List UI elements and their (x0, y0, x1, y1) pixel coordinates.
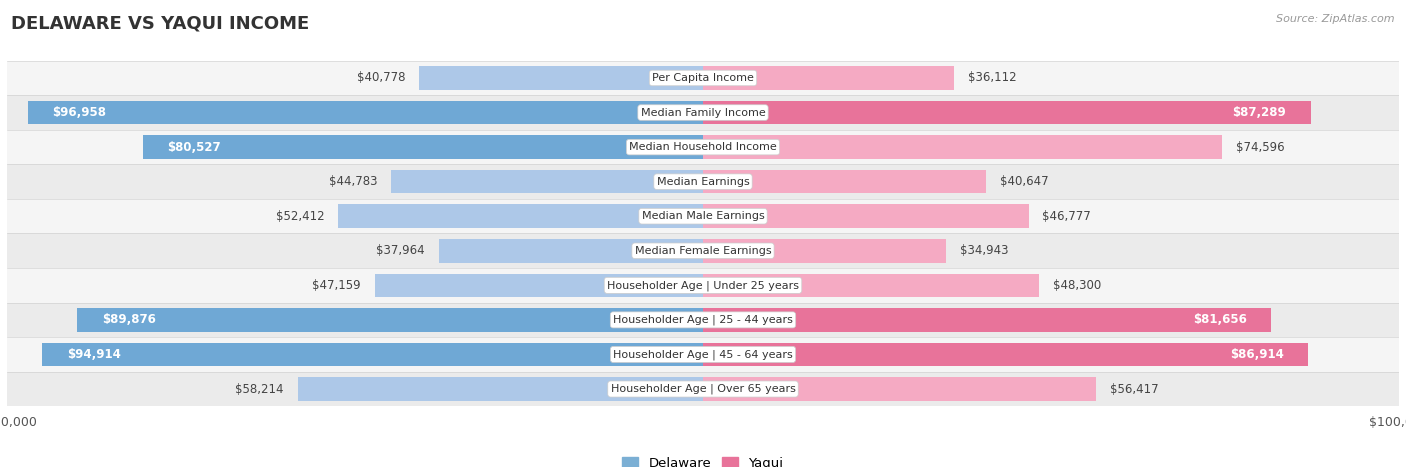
FancyBboxPatch shape (7, 164, 1399, 199)
FancyBboxPatch shape (7, 199, 1399, 234)
Text: Median Earnings: Median Earnings (657, 177, 749, 187)
Bar (298, 377, 703, 401)
Bar (703, 205, 1029, 228)
Text: $44,783: $44,783 (329, 175, 377, 188)
Text: $40,647: $40,647 (1000, 175, 1049, 188)
Text: $81,656: $81,656 (1194, 313, 1247, 326)
Text: $89,876: $89,876 (101, 313, 156, 326)
Legend: Delaware, Yaqui: Delaware, Yaqui (617, 452, 789, 467)
Text: Median Female Earnings: Median Female Earnings (634, 246, 772, 256)
Text: Householder Age | Under 25 years: Householder Age | Under 25 years (607, 280, 799, 290)
Bar (703, 343, 1308, 366)
Text: $52,412: $52,412 (276, 210, 325, 223)
Text: Householder Age | 45 - 64 years: Householder Age | 45 - 64 years (613, 349, 793, 360)
Text: $94,914: $94,914 (67, 348, 121, 361)
FancyBboxPatch shape (7, 337, 1399, 372)
Text: $96,958: $96,958 (52, 106, 107, 119)
FancyBboxPatch shape (7, 61, 1399, 95)
Text: DELAWARE VS YAQUI INCOME: DELAWARE VS YAQUI INCOME (11, 14, 309, 32)
Bar (703, 101, 1310, 124)
Text: $58,214: $58,214 (235, 382, 284, 396)
Text: $48,300: $48,300 (1053, 279, 1101, 292)
FancyBboxPatch shape (7, 303, 1399, 337)
FancyBboxPatch shape (7, 234, 1399, 268)
FancyBboxPatch shape (7, 268, 1399, 303)
Text: $47,159: $47,159 (312, 279, 361, 292)
Text: $87,289: $87,289 (1233, 106, 1286, 119)
Text: Median Family Income: Median Family Income (641, 107, 765, 118)
Bar (703, 377, 1095, 401)
Text: Householder Age | 25 - 44 years: Householder Age | 25 - 44 years (613, 315, 793, 325)
Text: $46,777: $46,777 (1042, 210, 1091, 223)
Bar (703, 239, 946, 262)
FancyBboxPatch shape (7, 95, 1399, 130)
Bar (391, 170, 703, 193)
Text: $36,112: $36,112 (969, 71, 1017, 85)
Text: Source: ZipAtlas.com: Source: ZipAtlas.com (1277, 14, 1395, 24)
Text: $37,964: $37,964 (377, 244, 425, 257)
Bar (439, 239, 703, 262)
FancyBboxPatch shape (7, 372, 1399, 406)
Bar (703, 66, 955, 90)
Text: Median Male Earnings: Median Male Earnings (641, 211, 765, 221)
Bar (142, 135, 703, 159)
Bar (703, 274, 1039, 297)
Text: $86,914: $86,914 (1230, 348, 1284, 361)
Text: $74,596: $74,596 (1236, 141, 1285, 154)
FancyBboxPatch shape (7, 130, 1399, 164)
Bar (703, 170, 986, 193)
Text: $40,778: $40,778 (357, 71, 405, 85)
Bar (703, 308, 1271, 332)
Bar (42, 343, 703, 366)
Text: Per Capita Income: Per Capita Income (652, 73, 754, 83)
Bar (703, 135, 1222, 159)
Bar (419, 66, 703, 90)
Text: $56,417: $56,417 (1109, 382, 1159, 396)
Bar (28, 101, 703, 124)
Text: $34,943: $34,943 (960, 244, 1008, 257)
Bar (375, 274, 703, 297)
Text: Median Household Income: Median Household Income (628, 142, 778, 152)
Text: Householder Age | Over 65 years: Householder Age | Over 65 years (610, 384, 796, 394)
Text: $80,527: $80,527 (167, 141, 221, 154)
Bar (77, 308, 703, 332)
Bar (339, 205, 703, 228)
